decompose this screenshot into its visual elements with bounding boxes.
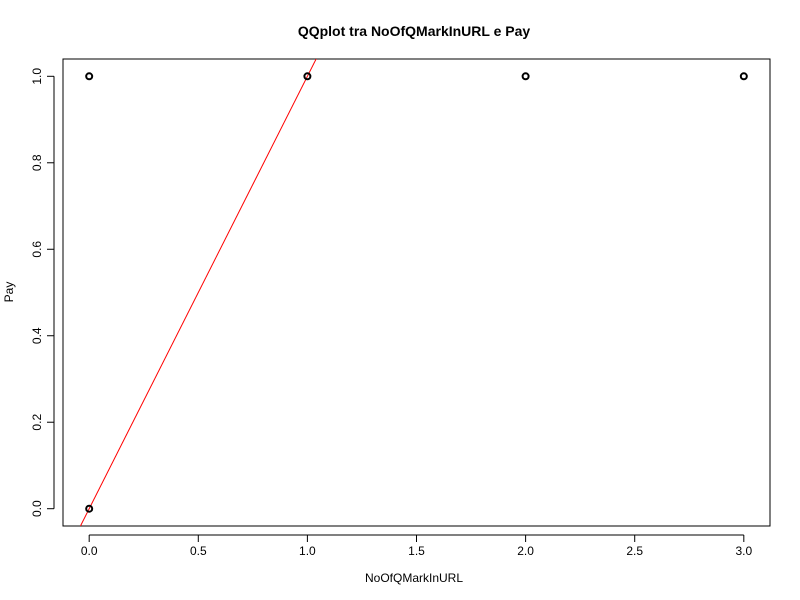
x-tick-label: 0.0 [81, 544, 98, 558]
y-tick-label: 1.0 [30, 68, 44, 85]
x-tick-label: 0.5 [190, 544, 207, 558]
data-point [739, 72, 748, 81]
x-tick-label: 1.0 [299, 544, 316, 558]
plot-frame [62, 58, 771, 527]
y-tick-label: 0.0 [30, 500, 44, 517]
x-tick-label: 3.0 [735, 544, 752, 558]
x-tick-label: 2.5 [626, 544, 643, 558]
y-tick-label: 0.6 [30, 241, 44, 258]
y-tick-label: 0.8 [30, 154, 44, 171]
x-tick-label: 2.0 [517, 544, 534, 558]
y-tick-label: 0.4 [30, 327, 44, 344]
x-axis-label: NoOfQMarkInURL [365, 571, 463, 585]
data-point [85, 504, 94, 513]
data-point [85, 72, 94, 81]
data-point [521, 72, 530, 81]
data-point [303, 72, 312, 81]
reference-line [79, 59, 317, 526]
plot-area: 0.0 0.5 1.0 1.5 2.0 2.5 3.0 0.0 0.2 0.4 0.6 0.8 1.0 [30, 58, 771, 558]
chart-title: QQplot tra NoOfQMarkInURL e Pay [298, 23, 531, 39]
x-tick-label: 1.5 [408, 544, 425, 558]
y-axis-label: Pay [2, 282, 16, 303]
y-tick-label: 0.2 [30, 414, 44, 431]
